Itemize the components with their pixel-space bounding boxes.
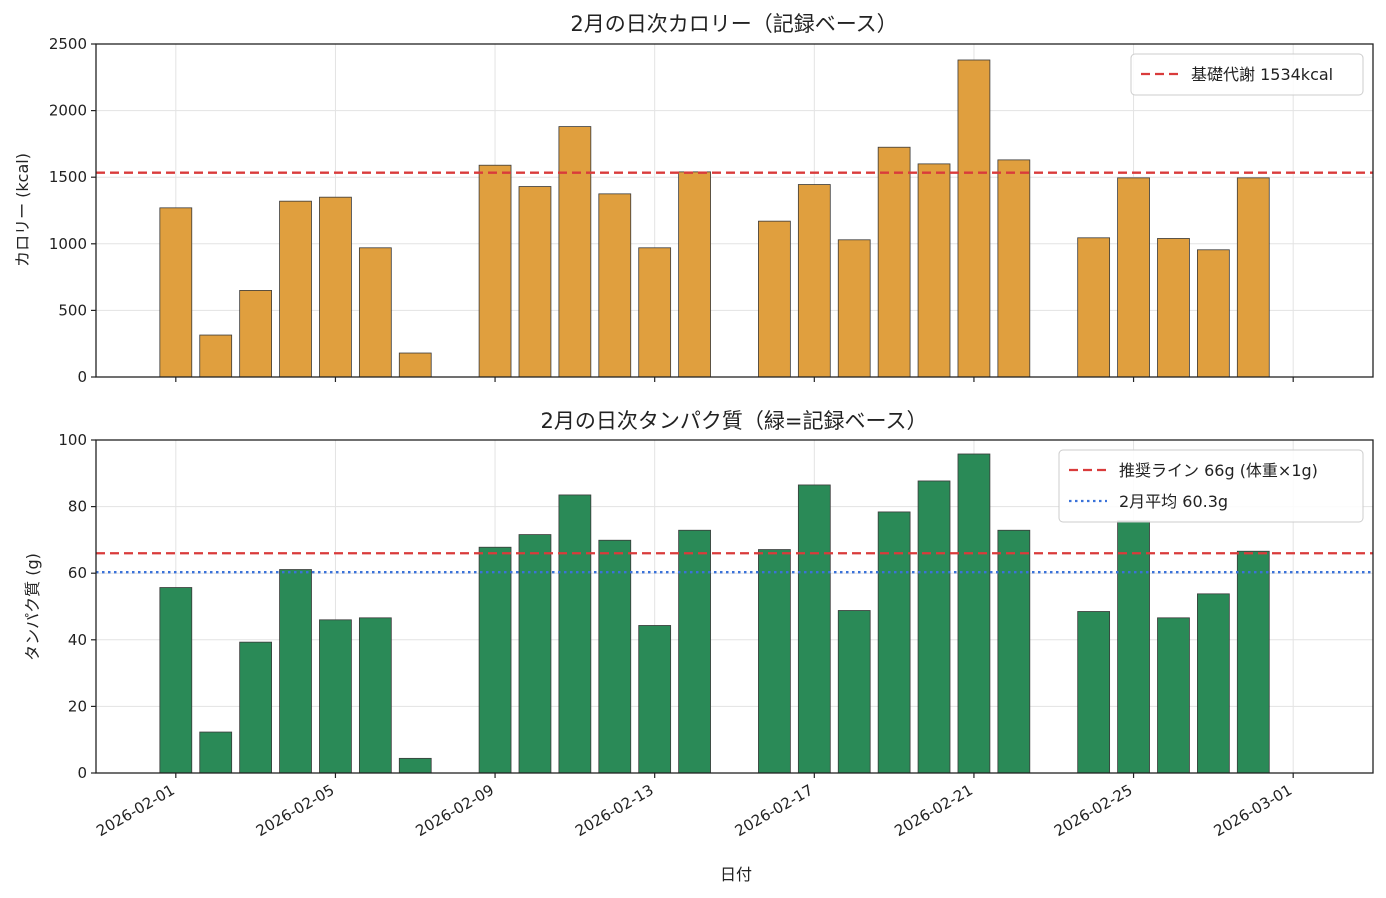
calorie-y-tick-label: 500 (58, 301, 87, 319)
protein-legend: 推奨ライン 66g (体重×1g) 2月平均 60.3g (1058, 449, 1364, 523)
protein-bar (917, 480, 951, 774)
protein-bar (1077, 611, 1111, 774)
calorie-bar (358, 247, 392, 378)
calorie-bar (598, 193, 632, 378)
protein-bar (319, 619, 352, 774)
x-axis-label: 日付 (720, 865, 752, 884)
calorie-bar (1077, 237, 1111, 378)
calorie-legend-box (1130, 53, 1364, 96)
calorie-bar (1157, 238, 1190, 378)
calorie-bar (159, 207, 193, 378)
calorie-bar (1117, 177, 1150, 378)
calorie-bar (199, 334, 233, 378)
protein-legend-label-2: 2月平均 60.3g (1119, 492, 1228, 511)
protein-bar (797, 484, 831, 774)
calorie-chart-title: 2月の日次カロリー（記録ベース） (570, 12, 897, 36)
protein-bar (518, 534, 552, 774)
protein-y-tick-label: 100 (58, 431, 87, 449)
protein-bar (837, 610, 871, 774)
calorie-bar (398, 352, 432, 378)
protein-bar (279, 569, 312, 774)
protein-legend-box (1058, 449, 1364, 523)
protein-chart-title: 2月の日次タンパク質（緑=記録ベース） (541, 409, 928, 433)
calorie-bar (1236, 177, 1270, 378)
protein-y-tick-label: 40 (68, 631, 87, 649)
protein-bar (398, 757, 432, 774)
calorie-bar (279, 200, 312, 378)
protein-bar (678, 529, 711, 774)
calorie-axes-frame (95, 43, 1374, 378)
calorie-y-tick-label: 2500 (49, 35, 87, 53)
calorie-bar (837, 239, 871, 378)
calorie-bar (917, 163, 951, 378)
calorie-bar (758, 220, 791, 378)
calorie-y-tick-label: 1500 (49, 168, 87, 186)
protein-axes-frame (95, 439, 1374, 774)
calorie-bar (877, 146, 911, 378)
calorie-y-axis-label: カロリー (kcal) (13, 153, 32, 267)
calorie-bar (957, 59, 991, 378)
protein-bar (478, 546, 512, 774)
calorie-bar (239, 290, 272, 378)
protein-y-tick-label: 60 (68, 564, 87, 582)
protein-bar (1197, 593, 1230, 774)
protein-bar (1157, 617, 1190, 774)
calorie-y-tick-label: 2000 (49, 102, 87, 120)
protein-bar (199, 731, 233, 774)
protein-y-tick-label: 0 (77, 764, 87, 782)
calorie-bar (997, 159, 1031, 378)
protein-bar (598, 539, 632, 774)
calorie-y-tick-label: 0 (77, 368, 87, 386)
protein-y-tick-label: 80 (68, 498, 87, 516)
protein-bar (558, 494, 592, 774)
protein-bar (957, 453, 991, 774)
calorie-bar (797, 184, 831, 378)
calorie-bar (478, 164, 512, 378)
calorie-bar (638, 247, 672, 378)
protein-bar (159, 587, 193, 774)
protein-bar (877, 511, 911, 774)
calorie-bar (518, 186, 552, 378)
protein-bar (1236, 550, 1270, 774)
calorie-legend-label-1: 基礎代謝 1534kcal (1191, 65, 1333, 84)
protein-y-tick-label: 20 (68, 697, 87, 715)
calorie-bar (319, 196, 352, 378)
protein-bar (638, 625, 672, 774)
protein-bar (1117, 520, 1150, 774)
calorie-bar (678, 171, 711, 378)
protein-bar (997, 529, 1031, 774)
calorie-y-tick-label: 1000 (49, 235, 87, 253)
protein-bar (358, 617, 392, 774)
protein-y-axis-label: タンパク質 (g) (23, 553, 42, 661)
calorie-panel: 0 500 1000 1500 2000 2500 基礎代謝 1534kcal (49, 35, 1374, 386)
protein-bar (239, 641, 272, 774)
protein-bar (758, 549, 791, 774)
calorie-legend: 基礎代謝 1534kcal (1130, 53, 1364, 96)
calorie-bar (558, 126, 592, 378)
calorie-bar (1197, 249, 1230, 378)
protein-legend-label-1: 推奨ライン 66g (体重×1g) (1119, 461, 1318, 480)
